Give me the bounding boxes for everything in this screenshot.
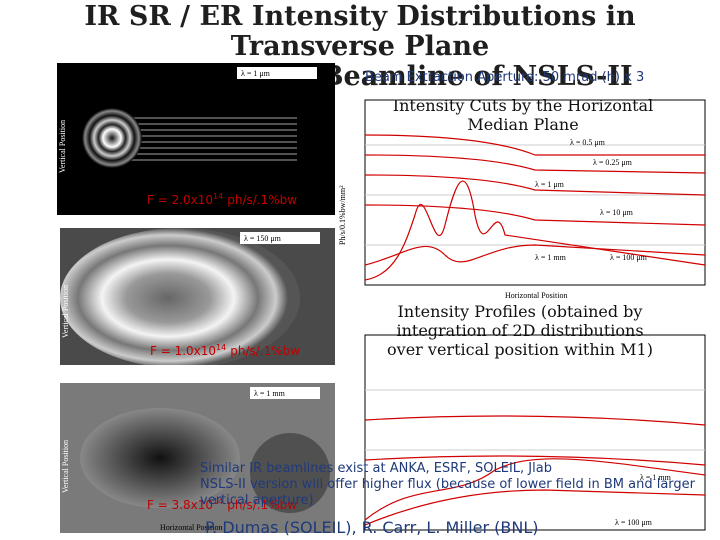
title-line: Transverse Plane bbox=[230, 31, 490, 62]
flux-exponent: 14 bbox=[213, 192, 224, 201]
flux-exponent: 14 bbox=[216, 343, 227, 352]
profile-plot: λ = 1 mm λ = 100 μm bbox=[364, 334, 706, 531]
legend: λ = 1 μm bbox=[241, 69, 271, 78]
flux-label: F = 2.0x1014 ph/s/.1%bw bbox=[147, 192, 297, 207]
curve-label: λ = 1 mm bbox=[535, 253, 567, 262]
flux-text: F = 3.8x10 bbox=[147, 498, 214, 512]
legend: λ = 150 μm bbox=[244, 234, 282, 243]
flux-label: F = 3.8x1014 ph/s/.1%bw bbox=[147, 497, 297, 512]
y-axis-label: Ph/s/0.1%bw/mm² bbox=[338, 185, 347, 245]
curve-label: λ = 10 μm bbox=[600, 208, 634, 217]
flux-unit: ph/s/.1%bw bbox=[230, 344, 301, 358]
legend: λ = 1 mm bbox=[254, 389, 286, 398]
x-axis-label: Horizontal Position bbox=[160, 523, 222, 532]
curve-label: λ = 0.5 μm bbox=[570, 138, 606, 147]
intensity-image: λ = 1 mm Vertical Position Horizontal Po… bbox=[60, 383, 335, 533]
cut-plot: λ = 0.25 μm λ = 0.5 μm λ = 1 μm λ = 10 μ… bbox=[338, 99, 706, 300]
y-axis-label: Vertical Position bbox=[58, 120, 67, 173]
note: Similar IR beamlines exist at ANKA, ESRF… bbox=[200, 461, 720, 509]
y-axis-label: Vertical Position bbox=[61, 285, 70, 338]
x-axis-label: Horizontal Position bbox=[505, 291, 567, 300]
credits: P. Dumas (SOLEIL), R. Carr, L. Miller (B… bbox=[205, 518, 539, 537]
note-line: Similar IR beamlines exist at ANKA, ESRF… bbox=[200, 461, 552, 476]
curve-label: λ = 1 mm bbox=[640, 473, 672, 482]
cuts-label: Intensity Cuts by the Horizontal Median … bbox=[392, 96, 654, 134]
curve-label: λ = 1 μm bbox=[535, 180, 565, 189]
flux-unit: ph/s/.1%bw bbox=[227, 498, 298, 512]
curve-label: λ = 0.25 μm bbox=[593, 158, 633, 167]
profiles-label: Intensity Profiles (obtained by integrat… bbox=[387, 302, 653, 359]
flux-text: F = 1.0x10 bbox=[150, 344, 217, 358]
y-axis-label: Vertical Position bbox=[61, 440, 70, 493]
note-line: NSLS-II version will offer higher flux (… bbox=[200, 477, 695, 508]
flux-unit: ph/s/.1%bw bbox=[227, 193, 298, 207]
intensity-image: λ = 1 μm Vertical Position bbox=[57, 63, 335, 215]
intensity-image: λ = 150 μm Vertical Position bbox=[60, 228, 335, 365]
curve-label: λ = 100 μm bbox=[610, 253, 648, 262]
flux-text: F = 2.0x10 bbox=[147, 193, 214, 207]
flux-label: F = 1.0x1014 ph/s/.1%bw bbox=[150, 343, 300, 358]
curve-label: λ = 100 μm bbox=[615, 518, 653, 527]
aperture-note: Beam Extraction Aperture: 50 mrad (h) x … bbox=[365, 70, 645, 85]
flux-exponent: 14 bbox=[213, 497, 224, 506]
title-line: IR SR / ER Intensity Distributions in bbox=[84, 1, 636, 32]
